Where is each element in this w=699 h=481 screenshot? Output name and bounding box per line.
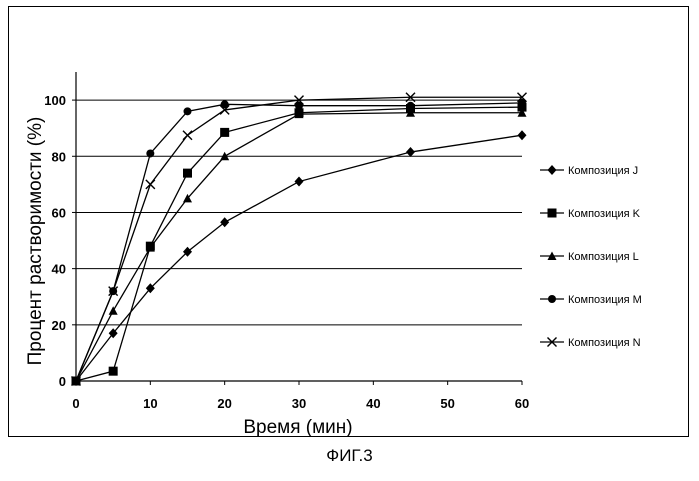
series-5	[72, 93, 527, 386]
data-point	[109, 306, 118, 315]
y-axis-label: Процент растворимости (%)	[25, 117, 46, 366]
figure-caption: ФИГ.3	[0, 446, 699, 466]
legend-item-3: Композиция L	[540, 251, 639, 263]
legend-label: Композиция L	[568, 251, 639, 263]
series-1	[72, 130, 527, 386]
y-tick-label: 60	[52, 205, 66, 220]
x-tick-label: 30	[292, 396, 306, 411]
y-tick-label: 40	[52, 262, 66, 277]
data-point	[183, 169, 192, 178]
gridlines	[76, 100, 522, 325]
data-point	[220, 217, 229, 227]
data-point	[146, 149, 154, 157]
series-3	[72, 108, 527, 385]
series-line	[76, 103, 522, 381]
legend-marker	[548, 295, 556, 303]
y-tick-label: 20	[52, 318, 66, 333]
legend-label: Композиция M	[568, 294, 642, 306]
series-4	[72, 99, 526, 385]
series-line	[76, 97, 522, 381]
dissolution-line-chart: 0204060801000102030405060 Композиция JКо…	[0, 0, 699, 440]
y-tick-label: 0	[59, 374, 66, 389]
data-point	[146, 180, 155, 189]
legend-item-1: Композиция J	[540, 165, 638, 177]
y-tick-label: 80	[52, 149, 66, 164]
y-tick-label: 100	[44, 93, 66, 108]
data-point	[220, 128, 229, 137]
legend-item-5: Композиция N	[540, 337, 641, 349]
x-tick-label: 20	[217, 396, 231, 411]
x-tick-label: 0	[72, 396, 79, 411]
legend-marker	[548, 209, 557, 218]
series-line	[76, 135, 522, 381]
legend-item-2: Композиция K	[540, 208, 641, 220]
x-tick-label: 40	[366, 396, 380, 411]
legend-label: Композиция K	[568, 208, 641, 220]
series-line	[76, 113, 522, 381]
data-point	[518, 130, 527, 140]
x-tick-label: 60	[515, 396, 529, 411]
data-point	[183, 131, 192, 140]
x-axis-label: Время (мин)	[243, 417, 352, 438]
data-point	[407, 102, 415, 110]
data-point	[295, 177, 304, 187]
data-point	[184, 107, 192, 115]
legend: Композиция J Композиция K Композиция L Комп…	[540, 165, 642, 349]
legend-label: Композиция N	[568, 337, 641, 349]
series	[72, 93, 527, 386]
x-tick-label: 10	[143, 396, 157, 411]
legend-item-4: Композиция M	[540, 294, 642, 306]
data-point	[406, 147, 415, 157]
data-point	[109, 367, 118, 376]
series-line	[76, 107, 522, 381]
legend-label: Композиция J	[568, 165, 638, 177]
legend-marker	[548, 165, 557, 175]
x-tick-label: 50	[440, 396, 454, 411]
